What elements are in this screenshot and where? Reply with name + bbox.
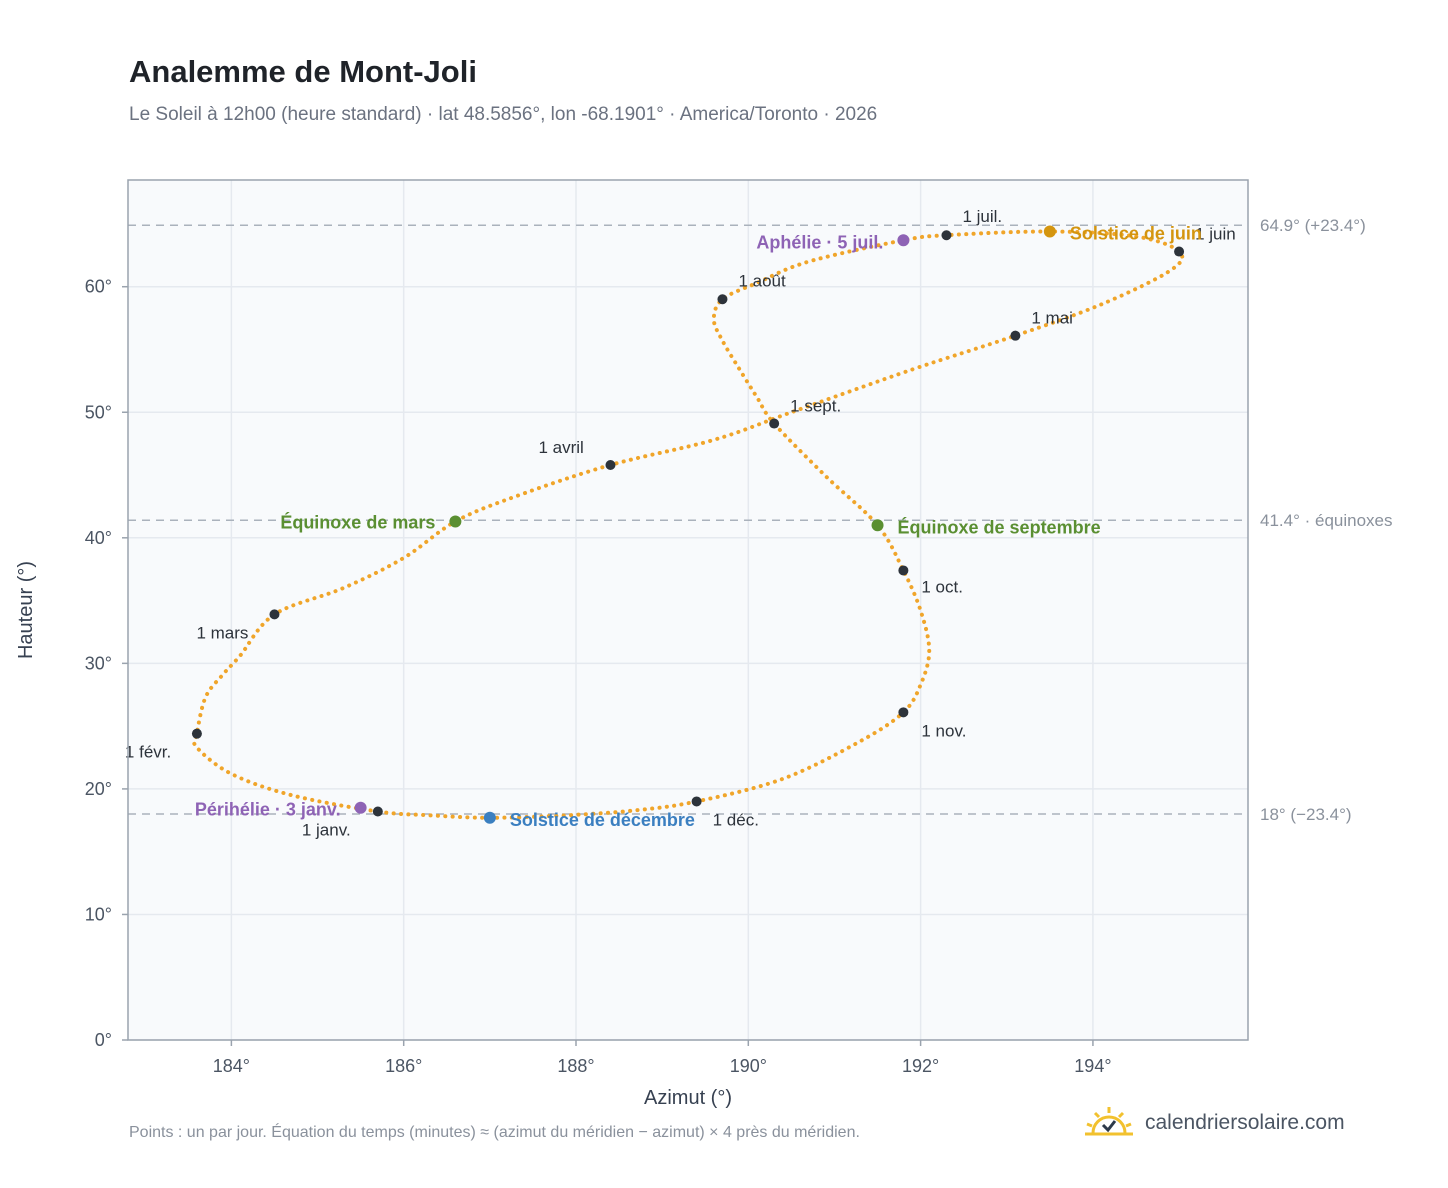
month-marker-label: 1 mars [196,623,248,642]
month-marker-label: 1 févr. [125,743,171,762]
reference-lines: 64.9° (+23.4°) 41.4° · équinoxes 18° (−23.… [128,216,1393,824]
event-marker [449,515,462,528]
y-tick-label: 20° [85,779,112,799]
page-subtitle: Le Soleil à 12h00 (heure standard) · lat… [129,104,878,125]
brand-text: calendriersolaire.com [1145,1111,1345,1134]
y-axis-title: Hauteur (°) [15,561,37,659]
month-marker [269,609,280,620]
y-tick-label: 0° [95,1030,112,1050]
event-label: Équinoxe de mars [280,511,435,532]
month-marker [717,294,728,305]
x-axis-ticks: 184° 186° 188° 190° 192° 194° [213,1040,1112,1076]
month-marker [898,707,909,718]
x-axis-title: Azimut (°) [644,1087,732,1109]
month-marker [898,565,909,576]
event-marker [1043,225,1056,238]
sun-logo-icon [1085,1107,1133,1136]
month-marker-label: 1 avril [538,438,583,457]
month-marker-label: 1 juil. [962,207,1002,226]
x-tick-label: 192° [902,1056,939,1076]
month-marker [372,806,383,817]
event-marker [354,801,367,814]
month-marker-label: 1 oct. [921,577,963,596]
month-marker [191,728,202,739]
month-marker-label: 1 janv. [302,821,351,840]
brand[interactable]: calendriersolaire.com [1083,1103,1345,1143]
month-marker [941,230,952,241]
y-tick-label: 50° [85,402,112,422]
month-marker-label: 1 juin [1195,225,1236,244]
reference-line-label: 64.9° (+23.4°) [1260,216,1366,235]
plot-frame [127,179,1249,1041]
event-label: Périhélie · 3 janv. [195,800,341,820]
reference-line-label: 41.4° · équinoxes [1260,511,1393,530]
y-tick-label: 60° [85,277,112,297]
month-marker-label: 1 déc. [713,810,759,829]
y-tick-label: 40° [85,528,112,548]
event-label: Équinoxe de septembre [898,516,1101,537]
x-tick-label: 190° [730,1056,767,1076]
month-marker [1010,330,1021,341]
month-marker [1174,246,1185,257]
page-title: Analemme de Mont-Joli [129,54,477,89]
month-markers: 1 janv. 1 févr. 1 mars 1 avril 1 mai 1 juin 1 … [125,207,1236,839]
plot-background [128,180,1248,1040]
x-tick-label: 188° [557,1056,594,1076]
event-markers: Solstice de juin Solstice de décembre Équi… [195,223,1202,829]
month-marker-label: 1 août [738,271,786,290]
y-tick-label: 30° [85,653,112,673]
month-marker [605,459,616,470]
footnote: Points : un par jour. Équation du temps … [129,1124,860,1141]
y-axis-ticks: 0° 10° 20° 30° 40° 50° 60° [85,277,128,1050]
event-label: Solstice de décembre [510,810,695,830]
event-marker [483,811,496,824]
month-marker-label: 1 sept. [790,397,841,416]
event-marker [897,234,910,247]
month-marker-label: 1 nov. [921,721,966,740]
x-tick-label: 194° [1074,1056,1111,1076]
event-label: Solstice de juin [1070,223,1202,243]
reference-line-label: 18° (−23.4°) [1260,805,1352,824]
month-marker [691,796,702,807]
y-tick-label: 10° [85,904,112,924]
event-marker [871,519,884,532]
month-marker-label: 1 mai [1031,309,1073,328]
x-tick-label: 186° [385,1056,422,1076]
event-label: Aphélie · 5 juil. [756,232,883,252]
x-tick-label: 184° [213,1056,250,1076]
month-marker [769,418,780,429]
